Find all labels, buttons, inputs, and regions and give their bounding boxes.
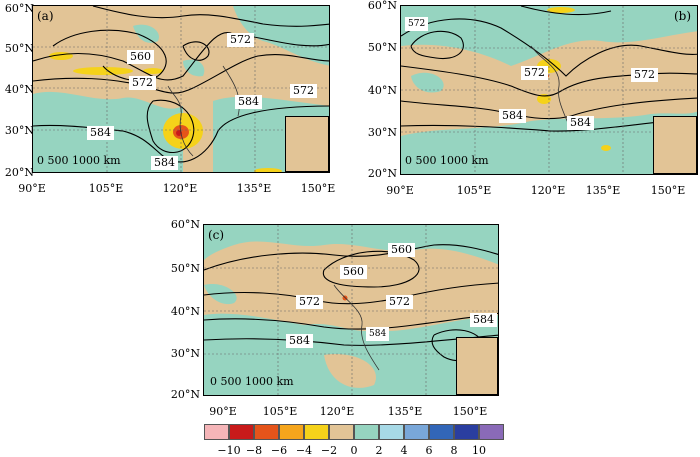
y-tick-60N: 60°N: [4, 2, 34, 15]
y-tick-40N: 40°N: [367, 84, 397, 97]
colorbar-label: 6: [425, 444, 433, 457]
x-tick-90E: 90°E: [386, 184, 414, 197]
contour-label: 560: [340, 265, 367, 279]
contour-label: 584: [87, 126, 114, 140]
panel-label-c: (c): [208, 228, 225, 242]
inset-map-a: [285, 116, 329, 172]
colorbar-label: 8: [450, 444, 458, 457]
x-tick-135E: 135°E: [387, 405, 423, 418]
y-tick-30N: 30°N: [170, 347, 200, 360]
colorbar-swatch: [329, 424, 354, 440]
colorbar-swatch: [379, 424, 404, 440]
colorbar-swatch: [304, 424, 329, 440]
contour-label: 584: [235, 95, 262, 109]
colorbar-swatch: [429, 424, 454, 440]
y-tick-50N: 50°N: [170, 262, 200, 275]
y-tick-50N: 50°N: [367, 41, 397, 54]
colorbar-swatch: [479, 424, 504, 440]
x-tick-90E: 90°E: [18, 182, 46, 195]
colorbar-label: 0: [350, 444, 358, 457]
colorbar-swatch: [204, 424, 229, 440]
y-tick-40N: 40°N: [4, 83, 34, 96]
colorbar-label: −4: [295, 444, 313, 457]
x-tick-135E: 135°E: [236, 182, 272, 195]
x-tick-120E: 120°E: [530, 184, 566, 197]
colorbar-label: −10: [217, 444, 241, 457]
colorbar-swatch: [354, 424, 379, 440]
contour-label: 584: [366, 327, 390, 341]
colorbar-label: −6: [270, 444, 288, 457]
y-tick-60N: 60°N: [367, 0, 397, 12]
colorbar-swatch: [404, 424, 429, 440]
x-tick-105E: 105°E: [88, 182, 124, 195]
contour-label: 572: [631, 68, 658, 82]
scale-bar: 0 500 1000 km: [37, 154, 121, 167]
contour-label: 572: [290, 84, 317, 98]
y-tick-30N: 30°N: [4, 124, 34, 137]
contour-label: 584: [151, 156, 178, 170]
colorbar-swatch: [454, 424, 479, 440]
contour-label: 572: [386, 295, 413, 309]
x-tick-105E: 105°E: [456, 184, 492, 197]
y-tick-30N: 30°N: [367, 126, 397, 139]
contour-label: 584: [470, 313, 497, 327]
x-tick-150E: 150°E: [452, 405, 488, 418]
colorbar-swatch: [254, 424, 279, 440]
x-tick-105E: 105°E: [262, 405, 298, 418]
contour-label: 584: [567, 116, 594, 130]
contour-label: 572: [405, 17, 429, 31]
y-tick-60N: 60°N: [170, 218, 200, 231]
scale-bar: 0 500 1000 km: [405, 154, 489, 167]
inset-map-b: [653, 116, 697, 174]
x-tick-135E: 135°E: [585, 184, 621, 197]
x-tick-150E: 150°E: [650, 184, 686, 197]
contour-label: 572: [129, 76, 156, 90]
colorbar-label: 2: [375, 444, 383, 457]
y-tick-20N: 20°N: [367, 167, 397, 180]
contour-label: 572: [521, 66, 548, 80]
contour-label: 572: [227, 33, 254, 47]
contour-label: 560: [388, 243, 415, 257]
colorbar-swatch: [229, 424, 254, 440]
x-tick-120E: 120°E: [162, 182, 198, 195]
y-tick-20N: 20°N: [4, 166, 34, 179]
contour-label: 584: [286, 334, 313, 348]
contour-label: 584: [499, 109, 526, 123]
map-frame-b: (b) 572 572 572 584 584 0 500 1000 km: [400, 5, 698, 175]
map-frame-c: (c) 560 560 572 572 584 584 584 0 500 10…: [203, 224, 499, 396]
map-frame-a: (a) 560 572 572 572 584 584 584 0 500 10…: [32, 5, 330, 173]
y-tick-40N: 40°N: [170, 305, 200, 318]
y-tick-20N: 20°N: [170, 388, 200, 401]
x-tick-120E: 120°E: [319, 405, 355, 418]
panel-label-b: (b): [673, 9, 691, 23]
colorbar-label: −2: [320, 444, 338, 457]
inset-map-c: [456, 337, 498, 395]
scale-bar: 0 500 1000 km: [210, 375, 294, 388]
colorbar-label: 10: [472, 444, 486, 457]
colorbar-label: −8: [245, 444, 263, 457]
contour-label: 560: [127, 50, 154, 64]
x-tick-90E: 90°E: [209, 405, 237, 418]
panel-label-a: (a): [37, 9, 54, 23]
y-tick-50N: 50°N: [4, 42, 34, 55]
x-tick-150E: 150°E: [300, 182, 336, 195]
contour-label: 572: [296, 295, 323, 309]
colorbar-label: 4: [400, 444, 408, 457]
colorbar-swatch: [279, 424, 304, 440]
